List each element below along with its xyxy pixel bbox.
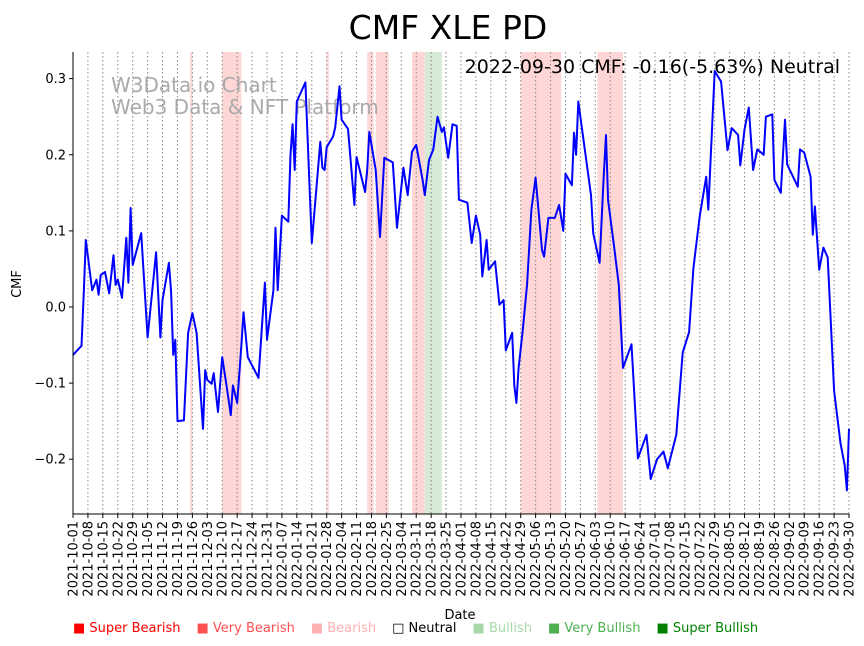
x-tick-label: 2022-01-07	[275, 521, 290, 597]
legend-swatch-icon: ■	[310, 621, 328, 636]
x-tick-label: 2022-05-06	[529, 521, 544, 597]
x-tick-label: 2022-09-23	[828, 521, 843, 597]
x-tick-label: 2022-07-08	[663, 521, 678, 597]
x-tick-label: 2022-04-22	[499, 521, 514, 597]
x-tick-label: 2022-02-11	[350, 521, 365, 597]
x-tick-label: 2022-06-03	[589, 521, 604, 597]
x-tick-label: 2022-02-04	[335, 521, 350, 597]
x-tick-label: 2022-06-17	[619, 521, 634, 597]
legend: ■ Super Bearish ■ Very Bearish ■ Bearish □ …	[73, 621, 758, 637]
x-tick-label: 2022-03-04	[395, 521, 410, 597]
legend-item-very-bearish: ■ Very Bearish	[197, 621, 295, 637]
x-tick-label: 2022-09-09	[798, 521, 813, 597]
x-tick-label: 2021-10-15	[96, 521, 111, 597]
sentiment-region-very-bearish	[375, 52, 389, 514]
legend-label: Bullish	[488, 621, 532, 636]
legend-item-very-bullish: ■ Very Bullish	[548, 621, 640, 637]
legend-label: Very Bearish	[212, 621, 295, 636]
sentiment-region-very-bearish	[411, 52, 425, 514]
y-tick-label: 0.0	[45, 300, 66, 315]
legend-swatch-icon: □	[392, 621, 409, 636]
watermark-line-2: Web3 Data & NFT Platform	[111, 95, 379, 119]
x-tick-label: 2022-02-25	[380, 521, 395, 597]
legend-swatch-icon: ■	[196, 621, 213, 636]
x-tick-label: 2022-04-29	[514, 521, 529, 597]
x-tick-label: 2022-07-29	[708, 521, 723, 597]
x-tick-label: 2022-08-19	[753, 521, 768, 597]
x-tick-label: 2022-04-01	[455, 521, 470, 597]
legend-item-super-bearish: ■ Super Bearish	[73, 621, 181, 637]
x-tick-label: 2021-12-03	[201, 521, 216, 597]
y-tick-label: 0.1	[45, 224, 66, 239]
legend-label: Super Bearish	[89, 621, 181, 636]
x-tick-label: 2022-07-01	[649, 521, 664, 597]
x-tick-label: 2022-02-18	[365, 521, 380, 597]
x-tick-label: 2021-11-26	[186, 521, 201, 597]
x-tick-label: 2022-03-25	[440, 521, 455, 597]
chart-title: CMF XLE PD	[349, 8, 548, 47]
x-tick-label: 2022-01-28	[320, 521, 335, 597]
x-tick-label: 2022-08-05	[723, 521, 738, 597]
x-tick-label: 2022-08-12	[738, 521, 753, 597]
x-tick-label: 2022-09-16	[813, 521, 828, 597]
x-tick-label: 2021-11-12	[156, 521, 171, 597]
latest-value-annotation: 2022-09-30 CMF: -0.16(-5.63%) Neutral	[465, 56, 840, 78]
x-tick-label: 2021-12-10	[216, 521, 231, 597]
x-tick-label: 2021-10-08	[81, 521, 96, 597]
x-tick-label: 2021-11-05	[141, 521, 156, 597]
legend-swatch-icon: ■	[73, 621, 90, 636]
sentiment-region-very-bearish	[190, 52, 193, 514]
x-tick-label: 2022-01-21	[305, 521, 320, 597]
sentiment-region-very-bearish	[222, 52, 242, 514]
legend-swatch-icon: ■	[656, 621, 673, 636]
legend-label: Super Bullish	[672, 621, 759, 636]
x-tick-label: 2022-09-02	[783, 521, 798, 597]
y-tick-label: −0.2	[34, 453, 66, 468]
x-tick-label: 2022-09-30	[843, 521, 858, 597]
x-tick-label: 2021-10-22	[111, 521, 126, 597]
legend-item-neutral: □ Neutral	[392, 621, 456, 637]
y-tick-label: −0.1	[34, 377, 66, 392]
x-tick-label: 2022-01-14	[290, 521, 305, 597]
x-tick-label: 2022-03-11	[410, 521, 425, 597]
sentiment-region-very-bearish	[326, 52, 329, 514]
x-tick-label: 2022-03-18	[425, 521, 440, 597]
x-tick-label: 2022-07-15	[678, 521, 693, 597]
legend-label: Neutral	[408, 621, 457, 636]
x-tick-label: 2022-04-08	[469, 521, 484, 597]
x-tick-label: 2021-12-31	[261, 521, 276, 597]
cmf-chart: CMF XLE PD W3Data.io Chart Web3 Data & N…	[10, 8, 858, 620]
x-tick-label: 2022-07-22	[693, 521, 708, 597]
x-tick-label: 2022-04-15	[484, 521, 499, 597]
legend-label: Bearish	[327, 621, 377, 636]
legend-swatch-icon: ■	[472, 621, 489, 636]
x-tick-label: 2021-11-19	[171, 521, 186, 597]
x-tick-label: 2022-08-26	[768, 521, 783, 597]
legend-item-bearish: ■ Bearish	[311, 621, 376, 637]
y-tick-label: 0.2	[45, 148, 66, 163]
legend-item-bullish: ■ Bullish	[473, 621, 532, 637]
x-tick-label: 2021-10-01	[67, 521, 82, 597]
y-axis-label: CMF	[10, 270, 25, 298]
y-tick-label: 0.3	[45, 72, 66, 87]
x-tick-label: 2022-06-10	[604, 521, 619, 597]
x-tick-label: 2021-12-17	[231, 521, 246, 597]
x-tick-label: 2022-05-20	[559, 521, 574, 597]
x-tick-label: 2021-12-24	[246, 521, 261, 597]
watermark-line-1: W3Data.io Chart	[111, 73, 277, 97]
x-tick-label: 2022-05-13	[544, 521, 559, 597]
cmf-series-line	[72, 70, 850, 492]
x-tick-label: 2021-10-29	[126, 521, 141, 597]
sentiment-region-very-bearish	[367, 52, 374, 514]
x-axis-label: Date	[444, 608, 475, 620]
legend-swatch-icon: ■	[547, 621, 565, 636]
legend-item-super-bullish: ■ Super Bullish	[656, 621, 758, 637]
x-tick-label: 2022-06-24	[634, 521, 649, 597]
x-tick-label: 2022-05-27	[574, 521, 589, 597]
legend-label: Very Bullish	[564, 621, 641, 636]
